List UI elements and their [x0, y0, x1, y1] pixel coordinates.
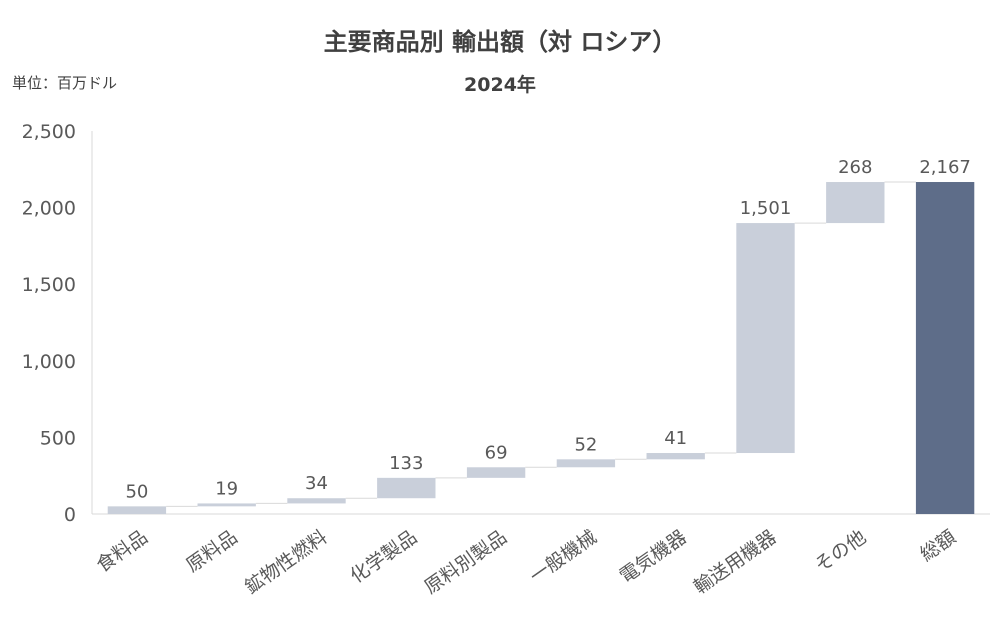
- y-tick-label: 1,500: [22, 274, 76, 296]
- chart-subtitle: 2024年: [464, 74, 536, 96]
- data-label: 69: [485, 442, 508, 463]
- unit-label: 単位：百万ドル: [12, 74, 118, 92]
- x-tick-label: 輸送用機器: [690, 526, 780, 599]
- y-tick-label: 2,000: [22, 198, 76, 220]
- x-tick-label: その他: [811, 526, 870, 577]
- x-tick-label: 原料品: [182, 526, 241, 577]
- x-tick-label: 鉱物性燃料: [241, 526, 331, 599]
- y-tick-label: 2,500: [22, 121, 76, 143]
- chart-title: 主要商品別 輸出額（対 ロシア）: [323, 28, 677, 56]
- data-label: 34: [305, 473, 328, 494]
- waterfall-bar: [915, 182, 975, 514]
- x-tick-label: 原料別製品: [421, 526, 511, 599]
- data-label: 133: [389, 453, 423, 474]
- data-label: 41: [664, 428, 687, 449]
- data-label: 50: [125, 481, 148, 502]
- x-tick-label: 一般機械: [526, 526, 601, 588]
- data-label: 52: [574, 434, 597, 455]
- waterfall-bar: [466, 467, 526, 478]
- waterfall-bar: [107, 506, 167, 514]
- data-label: 19: [215, 478, 238, 499]
- data-label: 2,167: [919, 157, 971, 178]
- waterfall-bar: [197, 503, 256, 507]
- waterfall-bar: [377, 477, 436, 499]
- waterfall-bar: [826, 182, 885, 224]
- x-tick-label: 化学製品: [346, 526, 421, 588]
- waterfall-bar: [736, 223, 795, 454]
- waterfall-bar: [646, 453, 705, 460]
- y-tick-label: 0: [64, 504, 76, 526]
- x-tick-label: 食料品: [92, 526, 151, 577]
- y-tick-label: 500: [40, 427, 76, 449]
- x-tick-label: 総額: [916, 526, 960, 566]
- x-tick-label: 電気機器: [616, 526, 691, 588]
- waterfall-bar: [556, 459, 616, 468]
- waterfall-bar: [287, 498, 346, 504]
- data-label: 268: [838, 157, 872, 178]
- y-tick-label: 1,000: [22, 351, 76, 373]
- data-label: 1,501: [740, 198, 792, 219]
